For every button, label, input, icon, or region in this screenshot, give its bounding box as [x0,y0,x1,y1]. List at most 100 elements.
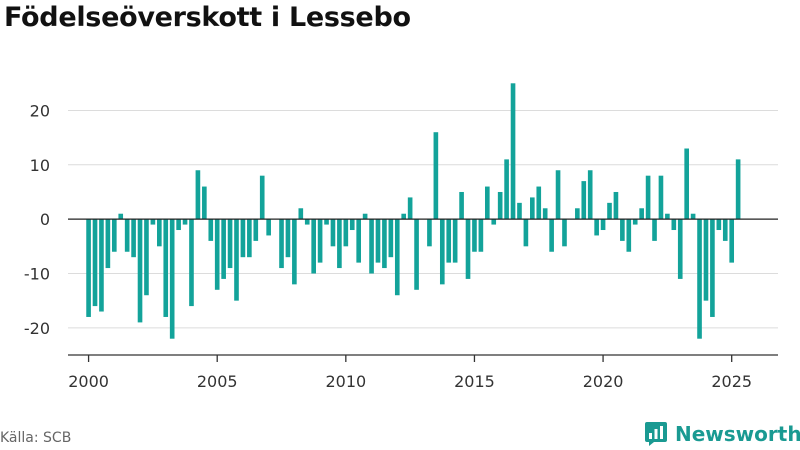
bar [523,219,529,247]
bar [478,219,484,252]
bar [716,219,722,231]
x-tick-label: 2020 [583,372,624,391]
bar [703,219,709,301]
bar [240,219,246,258]
bar [485,186,490,220]
bar [613,191,619,220]
bar [369,219,374,274]
bar [266,219,271,236]
source-note: Källa: SCB [0,430,72,446]
bar [555,170,561,220]
bar [427,219,432,247]
bar [472,219,477,252]
bar [105,219,111,269]
bar [581,181,587,220]
brand-name: Newsworthy [675,422,800,446]
brand-logo[interactable]: Newsworthy [644,421,800,447]
bar [253,219,259,241]
bar [221,219,226,279]
bar [169,219,175,339]
bar [330,219,336,247]
bar [285,219,291,258]
bar-series [86,83,741,339]
bar [562,219,567,247]
bar [632,219,638,225]
bar [247,219,252,258]
bar [665,213,670,220]
bar [542,208,548,220]
bar [356,219,361,263]
bar [375,219,381,263]
bar [549,219,554,252]
x-tick-label: 2010 [325,372,366,391]
bar [92,219,98,307]
bar [697,219,702,339]
bar [124,219,130,252]
bar [279,219,284,269]
bar [182,219,188,225]
bar [137,219,143,323]
bar [407,197,413,220]
bar [131,219,136,258]
newsworthy-logo-icon [645,422,667,446]
bar [317,219,323,263]
x-tick-label: 2005 [197,372,238,391]
bar [446,219,452,263]
bar [227,219,233,269]
bar [195,170,201,220]
bar [176,219,181,231]
bar [658,175,664,220]
bar [349,219,355,231]
bar [459,191,464,220]
bar [639,208,644,220]
bar [439,219,445,285]
bar [517,202,522,220]
bar [652,219,657,241]
bar [118,213,124,220]
bar [388,219,394,258]
y-tick-label: 10 [30,156,50,175]
bar [530,197,535,220]
bar [690,213,696,220]
bar [157,219,162,247]
y-tick-label: -20 [24,319,50,338]
bar [259,175,265,220]
bar [536,186,542,220]
bar [144,219,149,296]
bar [710,219,715,317]
bar [735,159,741,220]
bar [394,219,400,296]
bar [111,219,117,252]
bar [465,219,471,279]
x-tick-label: 2000 [68,372,109,391]
bar [645,175,651,220]
x-tick-label: 2015 [454,372,495,391]
bar [163,219,169,317]
bar [150,219,156,225]
bar [362,213,368,220]
bar [202,186,207,220]
bar [86,219,91,317]
gridlines [68,109,778,329]
bar [575,208,580,220]
bar [292,219,297,285]
bar [234,219,239,301]
bar [401,213,407,220]
bar [214,219,220,290]
chart-title: Födelseöverskott i Lessebo [4,2,411,33]
bar [208,219,214,241]
bar [587,170,593,220]
y-tick-label: -10 [24,264,50,283]
y-tick-label: 0 [40,210,50,229]
bar [304,219,310,225]
y-tick-label: 20 [30,101,50,120]
bar [491,219,497,225]
bar [414,219,419,290]
bar [504,159,509,220]
bar [620,219,625,241]
bar [337,219,342,269]
bar [510,83,516,220]
bar [671,219,677,231]
